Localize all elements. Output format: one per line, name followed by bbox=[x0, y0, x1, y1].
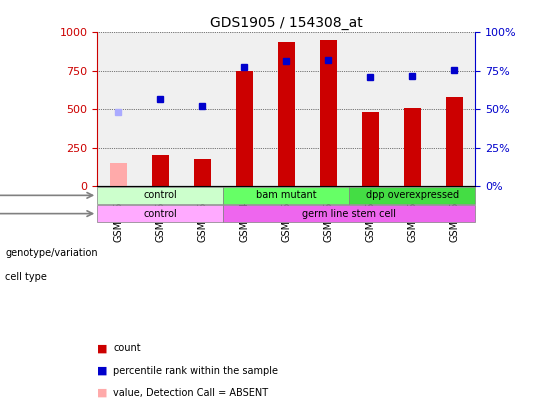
Bar bbox=[236, 71, 253, 186]
Text: control: control bbox=[143, 209, 177, 219]
FancyBboxPatch shape bbox=[349, 187, 475, 204]
Bar bbox=[446, 97, 463, 186]
Text: percentile rank within the sample: percentile rank within the sample bbox=[113, 366, 279, 375]
FancyBboxPatch shape bbox=[223, 187, 349, 204]
Text: bam mutant: bam mutant bbox=[256, 190, 316, 200]
Text: genotype/variation: genotype/variation bbox=[5, 248, 98, 258]
Bar bbox=[194, 159, 211, 186]
Text: ■: ■ bbox=[97, 343, 107, 353]
Text: control: control bbox=[143, 190, 177, 200]
Text: germ line stem cell: germ line stem cell bbox=[302, 209, 396, 219]
Text: value, Detection Call = ABSENT: value, Detection Call = ABSENT bbox=[113, 388, 268, 398]
Text: ■: ■ bbox=[97, 388, 107, 398]
Title: GDS1905 / 154308_at: GDS1905 / 154308_at bbox=[210, 16, 362, 30]
Text: dpp overexpressed: dpp overexpressed bbox=[366, 190, 459, 200]
Bar bbox=[278, 42, 295, 186]
Bar bbox=[404, 108, 421, 186]
FancyBboxPatch shape bbox=[97, 205, 223, 222]
FancyBboxPatch shape bbox=[223, 205, 475, 222]
Bar bbox=[320, 40, 336, 186]
Bar bbox=[362, 112, 379, 186]
Bar bbox=[152, 156, 168, 186]
Bar bbox=[110, 163, 126, 186]
Text: ■: ■ bbox=[97, 366, 107, 375]
Text: cell type: cell type bbox=[5, 273, 48, 282]
Text: count: count bbox=[113, 343, 141, 353]
FancyBboxPatch shape bbox=[97, 187, 223, 204]
